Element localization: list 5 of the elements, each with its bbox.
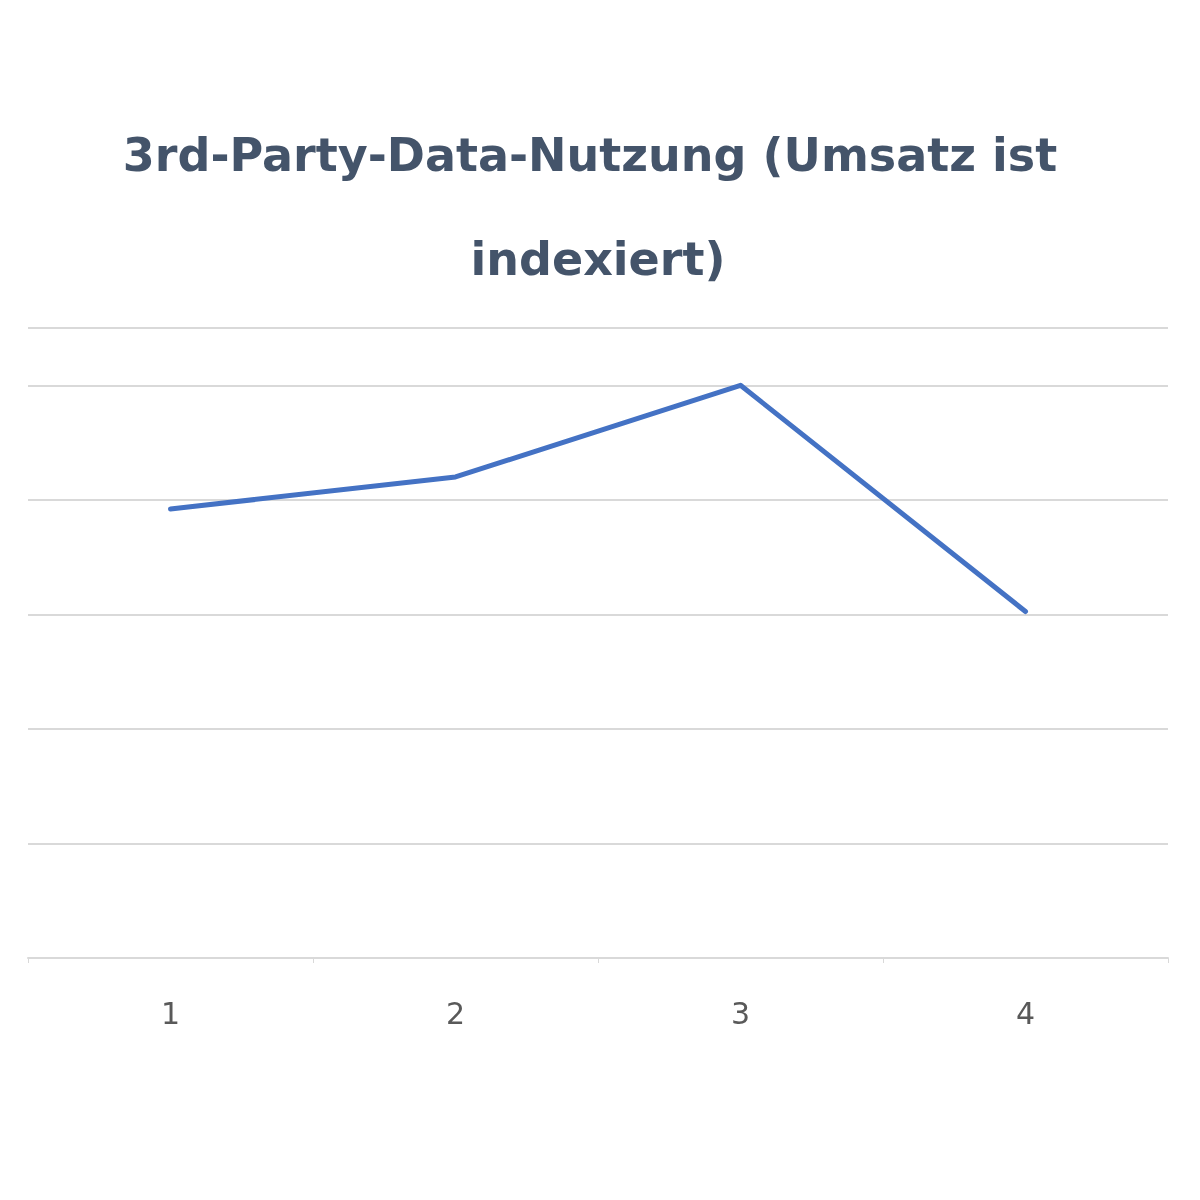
x-tick-label: 2: [445, 995, 466, 1031]
x-tick-label: 1: [160, 995, 181, 1031]
chart-title: 3rd-Party-Data-Nutzung (Umsatz ist indexiert): [122, 128, 1074, 286]
x-tick-label: 3: [730, 995, 751, 1031]
x-tick-label: 4: [1015, 995, 1036, 1031]
